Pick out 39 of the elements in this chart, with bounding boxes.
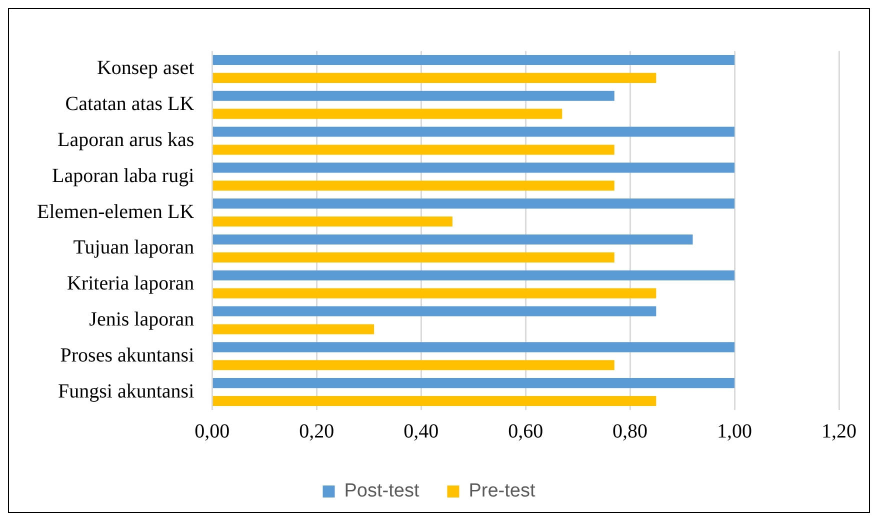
- bar: [212, 234, 693, 244]
- bar: [212, 324, 374, 334]
- x-tick-label: 0,40: [404, 420, 439, 442]
- bar: [212, 162, 735, 173]
- bar: [212, 288, 656, 298]
- y-tick-label: Kriteria laporan: [66, 272, 194, 295]
- bar: [212, 342, 735, 352]
- bar: [212, 396, 656, 406]
- legend-label: Post-test: [344, 480, 420, 502]
- bar: [212, 72, 656, 83]
- bar: [212, 126, 735, 137]
- y-tick-label: Tujuan laporan: [73, 236, 194, 259]
- x-tick-label: 1,20: [822, 420, 856, 442]
- bar: [212, 198, 735, 209]
- x-tick-label: 0,60: [508, 420, 544, 442]
- y-tick-label: Fungsi akuntansi: [58, 380, 195, 402]
- y-tick-label: Proses akuntansi: [60, 344, 195, 366]
- bar: [212, 252, 614, 262]
- y-tick-label: Elemen-elemen LK: [36, 200, 195, 223]
- bar: [212, 144, 614, 155]
- bar: [212, 360, 614, 370]
- bar: [212, 180, 614, 191]
- bar: [212, 270, 735, 280]
- bar: [212, 90, 614, 101]
- y-tick-label: Laporan laba rugi: [52, 164, 195, 187]
- x-tick-label: 1,00: [717, 420, 752, 442]
- bar: [212, 216, 452, 227]
- x-tick-label: 0,20: [299, 420, 334, 442]
- y-tick-label: Jenis laporan: [89, 308, 194, 330]
- bar: [212, 54, 735, 65]
- x-tick-label: 0,80: [612, 420, 648, 442]
- bar: [212, 108, 562, 119]
- bar: [212, 306, 656, 316]
- y-tick-label: Laporan arus kas: [58, 129, 194, 151]
- x-tick-label: 0,00: [194, 420, 230, 442]
- bar: [212, 378, 735, 388]
- legend-label: Pre-test: [468, 480, 536, 502]
- y-tick-label: Konsep aset: [96, 57, 195, 80]
- y-tick-label: Catatan atas LK: [65, 93, 195, 116]
